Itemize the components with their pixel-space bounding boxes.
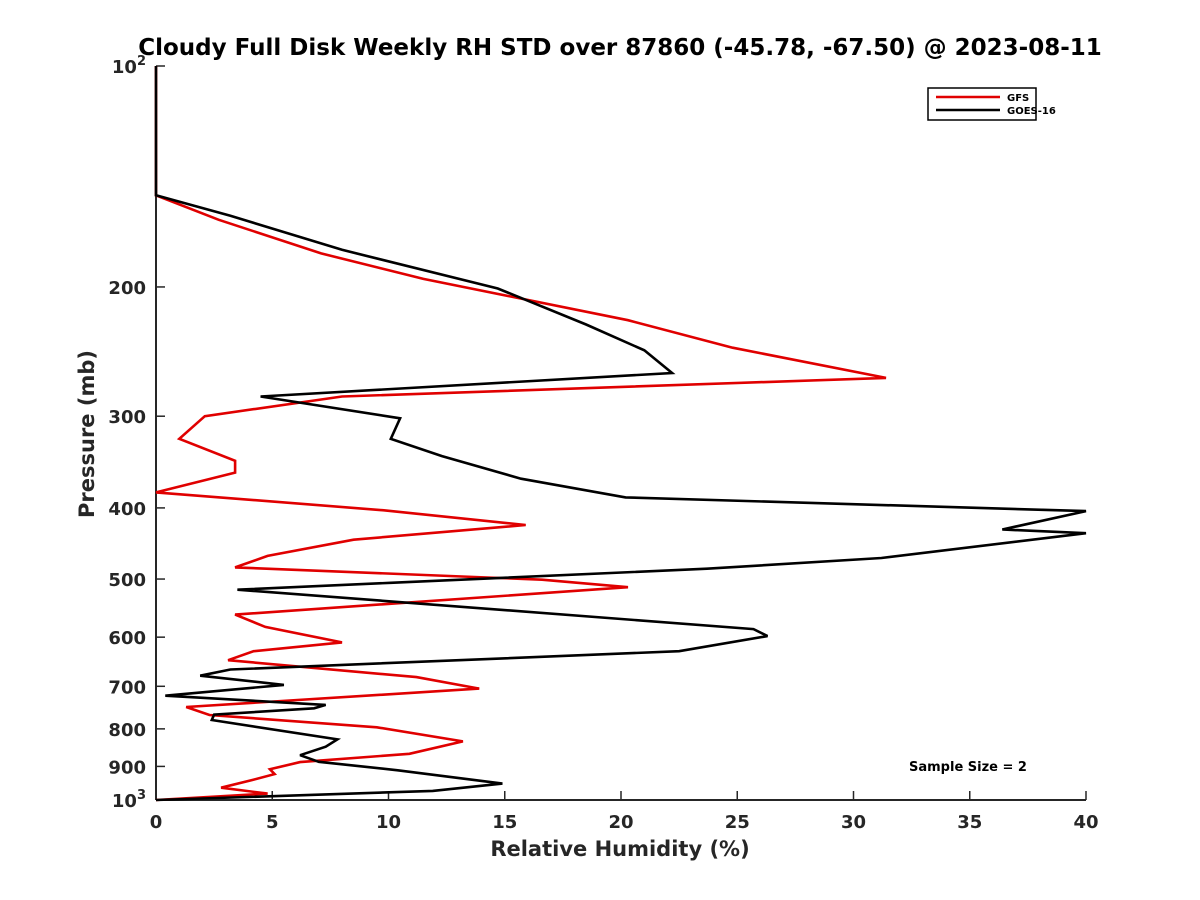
x-tick-label: 15 — [492, 812, 517, 833]
sample-size-annotation: Sample Size = 2 — [909, 760, 1027, 775]
y-tick-label: 200 — [108, 278, 146, 299]
y-tick-label: 102 — [112, 54, 146, 78]
y-tick-label: 700 — [108, 677, 146, 698]
y-axis-label: Pressure (mb) — [75, 350, 99, 518]
legend-box — [927, 87, 1037, 121]
series-line-goes-16 — [154, 66, 1087, 802]
x-tick-label: 40 — [1073, 812, 1098, 833]
x-tick-label: 5 — [266, 812, 279, 833]
x-tick-label: 0 — [150, 812, 163, 833]
y-tick-label: 600 — [108, 628, 146, 649]
chart-title: Cloudy Full Disk Weekly RH STD over 8786… — [138, 35, 1102, 61]
axes: 0 5 10 15 20 25 30 35 40 102 200 300 400 500 600 700 800… — [108, 54, 1098, 833]
y-tick-label: 500 — [108, 570, 146, 591]
series-layer — [154, 66, 1087, 802]
x-tick-label: 25 — [725, 812, 750, 833]
legend-entry: GFS — [1007, 93, 1029, 104]
legend: GFS GOES-16 — [927, 87, 1056, 121]
legend-entry: GOES-16 — [1007, 106, 1056, 117]
y-tick-label: 103 — [112, 788, 146, 812]
x-tick-label: 35 — [957, 812, 982, 833]
x-tick-label: 30 — [841, 812, 866, 833]
y-tick-label: 400 — [108, 499, 146, 520]
y-tick-label: 300 — [108, 407, 146, 428]
y-tick-label: 800 — [108, 720, 146, 741]
x-tick-label: 20 — [608, 812, 633, 833]
series-line-gfs — [154, 66, 887, 802]
y-tick-label: 900 — [108, 757, 146, 778]
x-axis-label: Relative Humidity (%) — [490, 837, 749, 861]
x-tick-label: 10 — [376, 812, 401, 833]
